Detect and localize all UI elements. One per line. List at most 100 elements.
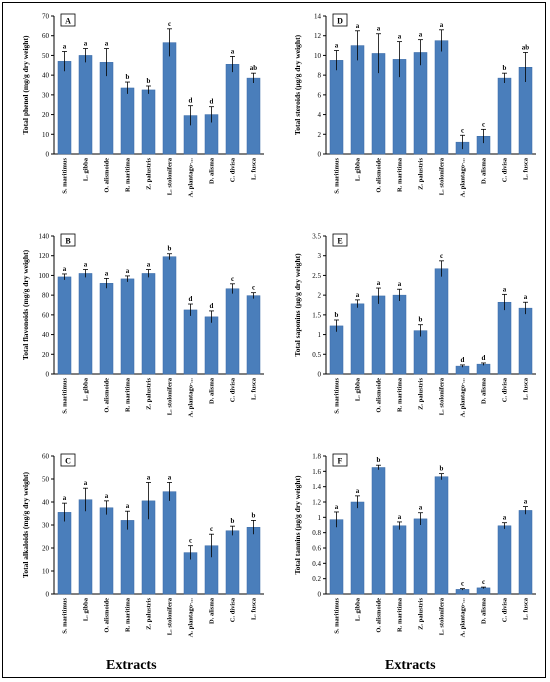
y-tick-label: 40 (42, 72, 50, 80)
significance-letter: c (482, 578, 485, 586)
category-label: L. fusca (523, 377, 530, 400)
bar (350, 501, 365, 595)
significance-letter: b (147, 77, 151, 85)
significance-letter: a (168, 473, 172, 481)
category-label: D. alisma (481, 157, 488, 184)
y-tick-label: 14 (314, 13, 322, 21)
bar (371, 295, 386, 375)
category-label: A. plantago-... (188, 378, 195, 418)
significance-letter: c (482, 120, 485, 128)
category-label: Z. palustris (418, 378, 425, 410)
category-label: D. alisma (209, 157, 216, 184)
y-axis-label: Total flavonoids (mg/g dry weight) (21, 249, 30, 360)
y-tick-label: 40 (42, 331, 50, 339)
category-label: D. alisma (481, 597, 488, 624)
significance-letter: a (398, 33, 402, 41)
y-tick-label: 140 (39, 233, 50, 241)
y-tick-label: 100 (39, 272, 50, 280)
bar (78, 499, 93, 595)
y-tick-label: 60 (42, 311, 50, 319)
bar (350, 303, 365, 375)
y-tick-label: 1.6 (312, 468, 321, 476)
category-label: D. alisma (209, 377, 216, 404)
category-label: L. fusca (523, 157, 530, 180)
category-label: S. maritimus (62, 158, 69, 194)
bar (497, 301, 512, 375)
significance-letter: d (189, 97, 193, 105)
significance-letter: a (335, 503, 339, 511)
bar (434, 268, 449, 375)
significance-letter: a (356, 22, 360, 30)
bar (120, 87, 135, 155)
bar (329, 325, 344, 375)
category-label: O. alismoide (104, 158, 111, 193)
panel-letter: B (65, 237, 71, 246)
significance-letter: b (377, 456, 381, 464)
category-label: S. maritimus (334, 158, 341, 194)
bar (183, 309, 198, 375)
bar (434, 40, 449, 155)
y-axis-label: Total alkaloids (mg/g dry weight) (21, 472, 30, 578)
y-tick-label: 2 (318, 292, 322, 300)
category-label: R. maritima (397, 157, 404, 192)
significance-letter: c (231, 275, 234, 283)
category-label: Z. palustris (418, 598, 425, 630)
bar (57, 61, 72, 155)
bar (246, 295, 261, 375)
y-tick-label: 40 (42, 499, 50, 507)
significance-letter: a (377, 279, 381, 287)
bar (78, 273, 93, 375)
category-label: R. maritima (125, 597, 132, 632)
bar (225, 64, 240, 155)
category-label: C. divisa (230, 157, 237, 182)
y-tick-label: 1.5 (312, 311, 321, 319)
category-label: R. maritima (397, 377, 404, 412)
bar (78, 55, 93, 155)
category-label: D. alisma (209, 597, 216, 624)
significance-letter: b (419, 316, 423, 324)
y-tick-label: 20 (42, 545, 50, 553)
y-tick-label: 3.5 (312, 233, 321, 241)
x-axis-title-right: Extracts (385, 658, 436, 673)
bar (246, 527, 261, 595)
bar (204, 316, 219, 375)
bar (518, 307, 533, 375)
bar (162, 256, 177, 375)
chart-svg: 0 10 20 30 40 50 60 70 Total phenol (mg/g dry we… (21, 13, 264, 197)
significance-letter: b (440, 465, 444, 473)
significance-letter: a (84, 261, 88, 269)
x-axis-title-left: Extracts (106, 658, 157, 673)
y-tick-label: 8 (318, 72, 322, 80)
y-tick-label: 0.8 (312, 529, 321, 537)
y-axis-label: Total tannins (µg/g dry weight) (293, 475, 302, 575)
significance-letter: a (84, 479, 88, 487)
significance-letter: a (398, 513, 402, 521)
significance-letter: a (398, 280, 402, 288)
significance-letter: a (84, 40, 88, 48)
significance-letter: a (105, 492, 109, 500)
chart-svg: 0 2 4 6 8 10 12 14 Total steroids (µg/g dry weig… (293, 13, 536, 197)
category-label: O. alismoide (376, 378, 383, 413)
significance-letter: a (147, 473, 151, 481)
panel-letter: A (65, 17, 71, 26)
bar (413, 518, 428, 595)
y-tick-label: 2 (318, 131, 322, 139)
category-label: C. divisa (502, 157, 509, 182)
bar (141, 273, 156, 375)
y-tick-label: 0 (318, 151, 322, 159)
y-tick-label: 10 (314, 52, 322, 60)
category-label: D. alisma (481, 377, 488, 404)
y-tick-label: 20 (42, 351, 50, 359)
y-tick-label: 10 (42, 131, 50, 139)
category-label: O. alismoide (376, 158, 383, 193)
chart-svg: 0 10 20 30 40 50 60 Total alkaloids (mg/g dry w… (21, 453, 264, 637)
significance-letter: a (419, 504, 423, 512)
significance-letter: b (126, 73, 130, 81)
significance-letter: a (524, 293, 528, 301)
category-label: Z. palustris (146, 158, 153, 190)
panel-letter: E (337, 237, 342, 246)
significance-letter: d (461, 356, 465, 364)
significance-letter: d (189, 295, 193, 303)
significance-letter: a (440, 21, 444, 29)
